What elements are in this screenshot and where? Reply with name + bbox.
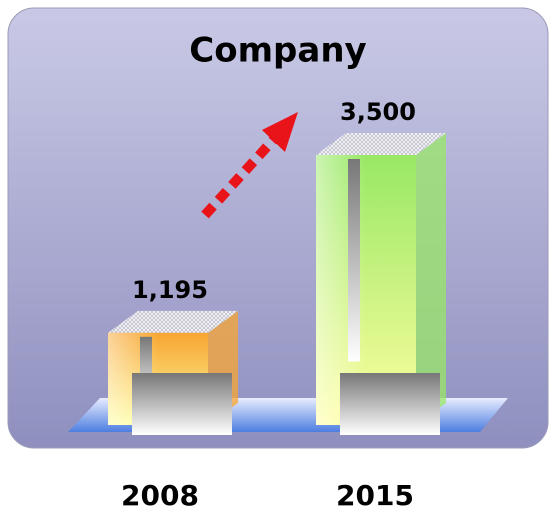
value-label: 3,500 [340,98,416,126]
chart: Company 1,195 2008 3,500 2015 [0,0,556,514]
bar-stripe [348,159,360,362]
chart-title: Company [189,31,366,71]
x-tick-label: 2015 [336,479,414,512]
bar-base [340,373,440,435]
value-label: 1,195 [132,276,208,304]
panel [8,8,548,448]
bar-base [132,373,232,435]
x-tick-label: 2008 [121,479,199,512]
